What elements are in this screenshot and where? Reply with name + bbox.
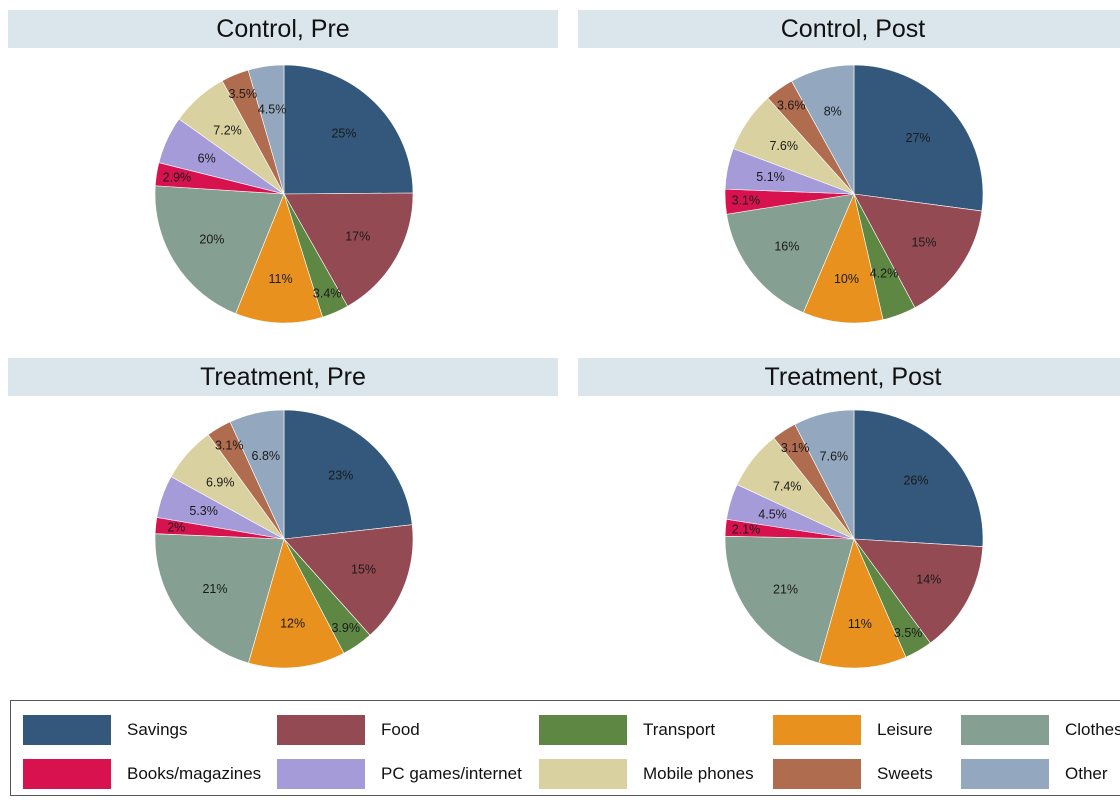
slice-label-mobile-phones: 7.6% [769, 139, 798, 153]
legend-swatch [773, 715, 861, 745]
slice-label-mobile-phones: 6.9% [206, 476, 235, 490]
slice-label-food: 15% [351, 562, 376, 576]
pie-slice-other [791, 64, 855, 195]
slice-label-other: 4.5% [258, 103, 287, 117]
legend-label: Transport [643, 720, 716, 739]
slice-label-books-magazines: 2% [167, 521, 185, 535]
pie-slice-clothes [154, 533, 285, 664]
slice-label-savings: 25% [331, 127, 356, 141]
pie-slice-other [229, 409, 285, 540]
slice-label-pc-games-internet: 5.1% [756, 170, 785, 184]
slice-label-pc-games-internet: 4.5% [758, 507, 787, 521]
slice-label-sweets: 3.1% [781, 441, 810, 455]
panel-title: Treatment, Post [578, 358, 1120, 396]
slice-label-books-magazines: 2.9% [163, 170, 192, 184]
pie-slice-leisure [248, 538, 345, 669]
slice-label-sweets: 3.5% [228, 87, 257, 101]
slice-label-pc-games-internet: 6% [198, 151, 216, 165]
legend-label: Leisure [877, 720, 933, 739]
legend-label: PC games/internet [381, 764, 522, 783]
chart-legend: Savings Food Transport Leisure Clothes B… [10, 700, 1120, 796]
slice-label-pc-games-internet: 5.3% [189, 504, 218, 518]
pie-slice-savings [853, 64, 984, 212]
slice-label-leisure: 10% [834, 272, 859, 286]
pie-slice-clothes [726, 193, 855, 314]
slice-label-leisure: 11% [848, 617, 872, 631]
slice-label-clothes: 21% [773, 583, 798, 597]
slice-label-food: 14% [916, 573, 941, 587]
panel-title: Control, Post [578, 10, 1120, 48]
pie-slice-food [283, 524, 414, 636]
legend-label: Mobile phones [643, 764, 754, 783]
slice-label-food: 15% [911, 235, 936, 249]
pie-slice-clothes [724, 535, 855, 664]
slice-label-mobile-phones: 7.4% [773, 479, 802, 493]
slice-label-leisure: 11% [268, 272, 292, 286]
legend-swatch [23, 715, 111, 745]
slice-label-transport: 3.9% [331, 621, 360, 635]
legend-label: Clothes [1065, 720, 1120, 739]
slice-label-leisure: 12% [280, 617, 305, 631]
pie-slice-leisure [802, 193, 884, 324]
pie-slice-savings [853, 409, 984, 547]
legend-swatch [961, 759, 1049, 789]
slice-label-other: 6.8% [252, 449, 281, 463]
slice-label-savings: 26% [903, 474, 928, 488]
pie-slice-clothes [154, 185, 285, 314]
legend-label: Savings [127, 720, 188, 739]
slice-label-transport: 3.5% [894, 626, 923, 640]
legend-swatch [773, 759, 861, 789]
slice-label-clothes: 16% [774, 239, 799, 253]
legend-swatch [961, 715, 1049, 745]
slice-label-savings: 23% [328, 469, 353, 483]
slice-label-books-magazines: 2.1% [732, 522, 761, 536]
legend-label: Food [381, 720, 420, 739]
slice-label-sweets: 3.6% [777, 99, 806, 113]
slice-label-other: 8% [824, 105, 842, 119]
slice-label-transport: 3.4% [313, 286, 342, 300]
slice-label-sweets: 3.1% [215, 439, 244, 453]
pie-slice-other [794, 409, 855, 540]
slice-label-food: 17% [345, 230, 370, 244]
slice-label-clothes: 20% [199, 232, 224, 246]
slice-label-transport: 4.2% [870, 267, 899, 281]
pie-slice-other [247, 64, 285, 195]
legend-label: Books/magazines [127, 764, 262, 783]
legend-swatch [277, 759, 365, 789]
legend-swatch [539, 759, 627, 789]
slice-label-mobile-phones: 7.2% [213, 123, 242, 137]
legend-label: Other [1065, 764, 1108, 783]
pie-slice-leisure [235, 193, 323, 324]
pie-slice-savings [283, 409, 413, 540]
slice-label-savings: 27% [906, 131, 931, 145]
pie-slice-leisure [818, 538, 907, 669]
pie-slice-food [283, 192, 414, 307]
pie-slice-food [853, 193, 983, 309]
slice-label-other: 7.6% [820, 449, 849, 463]
panel-title: Treatment, Pre [8, 358, 558, 396]
panel-title: Control, Pre [8, 10, 558, 48]
legend-swatch [539, 715, 627, 745]
slice-label-books-magazines: 3.1% [732, 193, 761, 207]
pie-slice-food [853, 538, 984, 644]
legend-label: Sweets [877, 764, 933, 783]
pie-slice-savings [283, 64, 414, 195]
legend-swatch [277, 715, 365, 745]
slice-label-clothes: 21% [202, 582, 227, 596]
legend-swatch [23, 759, 111, 789]
